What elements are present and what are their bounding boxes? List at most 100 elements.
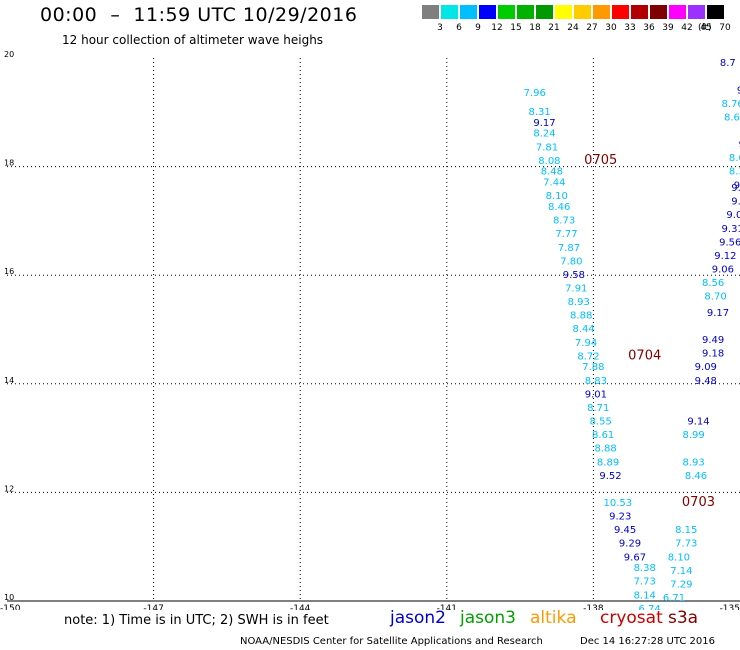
color-scale-label: 30	[605, 23, 617, 33]
wave-height-point: 7.44	[543, 178, 565, 189]
wave-height-point: 9.67	[624, 552, 646, 563]
wave-height-point: 9.01	[585, 389, 607, 400]
wave-height-point: 8.55	[590, 417, 612, 428]
wave-height-chart: -150 -147 -144 -141 -138 -135 10 12 14 16 18 20 7.9…	[0, 50, 740, 610]
color-scale-label: 15	[510, 23, 522, 33]
wave-height-point: 8.48	[541, 167, 563, 178]
y-tick-label: 12	[4, 484, 14, 493]
wave-height-point: 9.49	[731, 183, 740, 194]
wave-height-point: 8.15	[675, 525, 697, 536]
y-tick-label: 10	[4, 593, 14, 602]
color-swatch	[707, 5, 724, 19]
color-swatch	[650, 5, 667, 19]
wave-height-point: 8.7	[720, 58, 736, 69]
color-scale-label: 3	[437, 23, 443, 33]
wave-height-point: 0703	[682, 495, 715, 510]
wave-height-point: 7.73	[675, 539, 697, 550]
wave-height-point: 6.71	[663, 593, 685, 604]
wave-height-point: 7.77	[555, 229, 577, 240]
wave-height-point: 8.93	[568, 297, 590, 308]
color-scale-unit: (ft)	[698, 23, 712, 33]
wave-height-point: 9.29	[619, 539, 641, 550]
color-scale-label: 33	[624, 23, 636, 33]
wave-height-point: 9.09	[695, 362, 717, 373]
wave-height-point: 9.45	[614, 525, 636, 536]
wave-height-point: 7.96	[524, 88, 546, 99]
color-scale-label: 42	[681, 23, 693, 33]
timestamp: Dec 14 16:27:28 UTC 2016	[580, 636, 715, 647]
wave-height-point: 9.52	[599, 471, 621, 482]
wave-height-point: 8.88	[594, 444, 616, 455]
wave-height-point: 8.73	[553, 216, 575, 227]
color-swatch	[631, 5, 648, 19]
wave-height-point: 9.56	[719, 237, 740, 248]
wave-height-point: 8.89	[597, 457, 619, 468]
wave-height-point: 8.72	[577, 351, 599, 362]
wave-height-point: 9.17	[533, 118, 555, 129]
color-swatch	[441, 5, 458, 19]
color-scale-label: 39	[662, 23, 674, 33]
color-swatch	[422, 5, 439, 19]
page-title: 00:00 – 11:59 UTC 10/29/2016	[40, 4, 358, 26]
wave-height-point: 8.93	[682, 457, 704, 468]
y-tick-label: 14	[4, 376, 14, 385]
wave-height-point: 8.33	[729, 167, 740, 178]
color-scale-label: 70	[719, 23, 731, 33]
x-tick-label: -138	[583, 604, 604, 610]
wave-height-point: 8.10	[546, 191, 568, 202]
wave-height-point: 9.17	[707, 308, 729, 319]
footnote: note: 1) Time is in UTC; 2) SWH is in fe…	[64, 613, 329, 628]
wave-height-point: 7.14	[670, 566, 692, 577]
y-tick-label: 20	[4, 50, 14, 59]
wave-height-point: 9.63	[731, 197, 740, 208]
wave-height-point: 9.14	[687, 417, 709, 428]
color-scale-label: 12	[491, 23, 503, 33]
color-swatch	[517, 5, 534, 19]
wave-height-point: 0705	[584, 153, 617, 168]
wave-height-point: 7.91	[565, 283, 587, 294]
satellite-legend-item: cryosat	[600, 608, 663, 628]
wave-height-point: 9.06	[712, 264, 734, 275]
color-swatch	[536, 5, 553, 19]
wave-height-point: 8.76	[722, 99, 740, 110]
wave-height-point: 9.07	[734, 180, 740, 191]
wave-height-point: 8.61	[592, 430, 614, 441]
wave-height-point: 9.58	[563, 270, 585, 281]
wave-height-point: 9.31	[722, 224, 740, 235]
color-scale-label: 6	[456, 23, 462, 33]
x-tick-label: -141	[437, 604, 457, 610]
color-swatch	[612, 5, 629, 19]
wave-height-point: 8.83	[585, 376, 607, 387]
color-scale-label: 18	[529, 23, 541, 33]
wave-height-point: 9.01	[739, 140, 740, 151]
wave-height-point: 9.18	[702, 349, 724, 360]
x-tick-label: -147	[143, 604, 163, 610]
wave-height-point: 8.99	[682, 430, 704, 441]
wave-height-point: 7.87	[558, 243, 580, 254]
color-scale-label: 45	[700, 23, 712, 33]
color-swatch	[574, 5, 591, 19]
color-swatch	[479, 5, 496, 19]
wave-height-point: 6.74	[638, 604, 660, 610]
wave-height-point: 8.24	[533, 129, 555, 140]
wave-height-point: 9.12	[714, 251, 736, 262]
color-swatch	[688, 5, 705, 19]
wave-height-point: 8.67	[724, 112, 740, 123]
wave-height-point: 9.48	[695, 376, 717, 387]
wave-height-point: 0704	[628, 348, 661, 363]
wave-height-point: 8.88	[570, 311, 592, 322]
wave-height-point: 9.23	[609, 512, 631, 523]
page-subtitle: 12 hour collection of altimeter wave hei…	[62, 33, 324, 47]
satellite-legend-item: jason3	[460, 608, 516, 628]
wave-height-point: 9.49	[702, 335, 724, 346]
color-scale-label: 24	[567, 23, 579, 33]
wave-height-point: 7.73	[634, 577, 656, 588]
y-tick-label: 16	[4, 267, 14, 276]
wave-height-point: 8.31	[529, 107, 551, 118]
color-swatch	[555, 5, 572, 19]
color-swatch	[498, 5, 515, 19]
wave-height-point: 9.09	[726, 210, 740, 221]
wave-height-point: 8.61	[729, 153, 740, 164]
y-tick-label: 18	[4, 159, 14, 168]
wave-height-point: 7.81	[536, 142, 558, 153]
